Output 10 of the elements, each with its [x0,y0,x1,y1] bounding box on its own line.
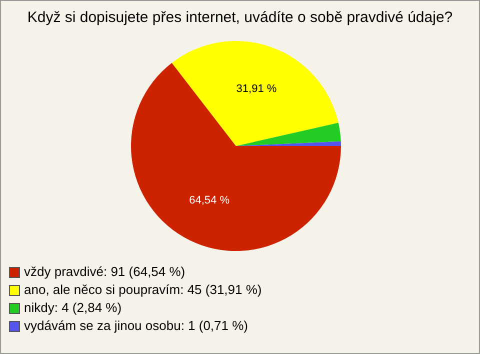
pie-slice [172,41,338,146]
data-label: 31,91 % [236,83,277,96]
legend-label: vždy pravdivé: 91 (64,54 %) [24,263,186,281]
pie-slice [236,122,341,146]
pie-slice [131,62,341,251]
legend-label: ano, ale něco si poupravím: 45 (31,91 %) [24,281,262,299]
chart-title: Když si dopisujete přes internet, uvádíte o sobě pravdivé údaje? [26,9,454,26]
legend-label: vydávám se za jinou osobu: 1 (0,71 %) [24,317,248,335]
data-label: 64,54 % [189,194,230,206]
legend-label: nikdy: 4 (2,84 %) [24,299,122,317]
